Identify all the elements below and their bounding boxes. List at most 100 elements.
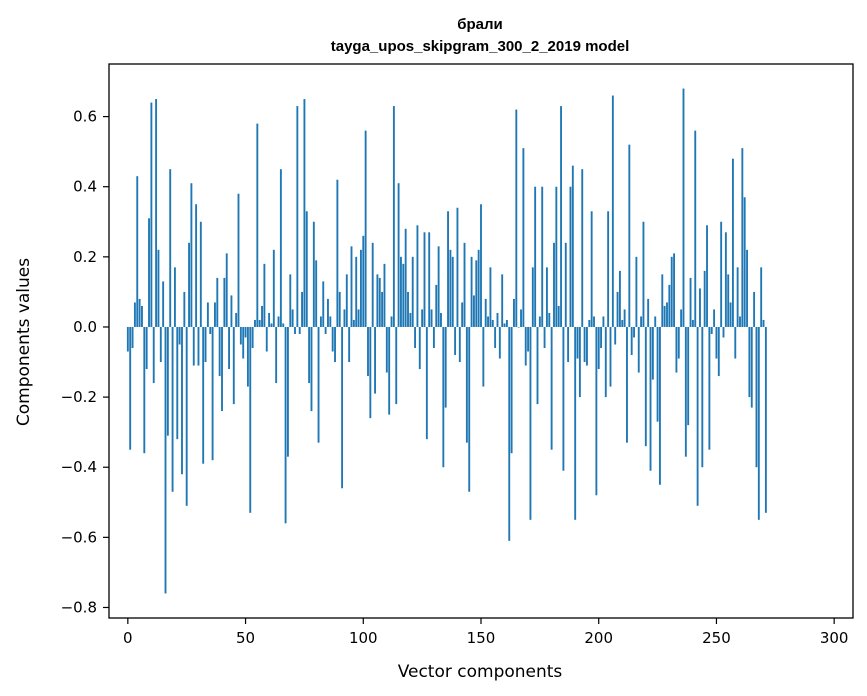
bar (230, 295, 233, 327)
y-tick-label: −0.4 (61, 458, 97, 476)
bar (392, 106, 395, 327)
bar (256, 123, 259, 327)
bar (623, 309, 626, 327)
bar (590, 211, 593, 327)
bar (258, 319, 261, 327)
bar (244, 326, 247, 338)
bar (694, 130, 697, 327)
bar (508, 326, 511, 541)
bar (449, 249, 452, 327)
bar (232, 326, 235, 405)
bar (491, 319, 494, 327)
bar (148, 218, 150, 327)
bar (743, 197, 746, 327)
bar (673, 253, 675, 327)
bar (294, 326, 296, 334)
bar (741, 148, 744, 327)
bar (218, 326, 221, 377)
bar (724, 232, 727, 327)
bar (138, 298, 141, 327)
bar (626, 326, 628, 443)
plot-frame (108, 63, 854, 619)
bar (560, 106, 562, 327)
bar (388, 326, 391, 415)
bar (663, 305, 666, 327)
bar (696, 326, 699, 506)
bar (402, 263, 405, 327)
bar (593, 316, 595, 327)
bar (432, 326, 435, 349)
y-axis-label: Components values (14, 258, 34, 426)
bar (640, 316, 643, 327)
bar (310, 326, 313, 412)
bar (263, 263, 266, 327)
bar (214, 302, 216, 327)
bar (133, 302, 136, 327)
bar (367, 326, 369, 377)
bar (538, 316, 541, 327)
bar (327, 298, 329, 327)
bar (621, 319, 624, 327)
y-tick-label: 0.0 (73, 318, 97, 336)
bar (531, 267, 534, 327)
bar (159, 326, 162, 363)
bar (713, 309, 716, 327)
bar (581, 169, 584, 327)
y-tick-label: 0.4 (73, 178, 97, 196)
bar (649, 326, 652, 471)
bar (164, 326, 167, 594)
bar (682, 88, 685, 327)
bar (588, 319, 591, 327)
bar (602, 316, 605, 327)
bar (503, 323, 506, 327)
y-tick-label: −0.2 (61, 388, 97, 406)
bar (637, 326, 640, 373)
bar (609, 326, 612, 387)
bar (397, 183, 400, 327)
bar (458, 326, 461, 363)
bar (162, 281, 165, 327)
bar (315, 260, 318, 327)
bar (331, 326, 334, 352)
bar (734, 326, 737, 359)
bar (296, 106, 299, 327)
bar (658, 326, 661, 485)
bar (630, 326, 633, 356)
y-tick-label: 0.6 (73, 108, 97, 126)
bar (126, 326, 129, 352)
bar (371, 242, 374, 327)
bar (169, 169, 172, 327)
bar (607, 211, 610, 327)
bar (166, 326, 169, 436)
bar (616, 291, 619, 327)
x-tick-label: 50 (236, 629, 255, 647)
bar (157, 249, 160, 327)
x-tick-label: 200 (584, 629, 613, 647)
bar (275, 326, 278, 384)
bar (482, 326, 485, 387)
bar (418, 326, 421, 370)
bar (628, 144, 631, 327)
bar (729, 302, 732, 327)
bar (381, 291, 384, 327)
bar (237, 193, 240, 327)
bar (654, 316, 657, 327)
bar (242, 326, 245, 359)
bar (145, 326, 148, 370)
bar (595, 326, 598, 496)
bar (202, 326, 205, 464)
bar (543, 326, 546, 349)
bar (517, 326, 520, 328)
bar (557, 305, 560, 327)
bar (440, 312, 442, 327)
bar (529, 326, 532, 520)
bar (350, 246, 353, 327)
bar (251, 326, 254, 349)
bar (550, 326, 553, 450)
x-axis-ticks: 0 50 100 150 200 250 300 (123, 618, 848, 647)
bar (199, 221, 202, 327)
bar (578, 326, 581, 398)
bar (456, 207, 459, 327)
bar (261, 305, 263, 327)
bar (451, 256, 454, 327)
